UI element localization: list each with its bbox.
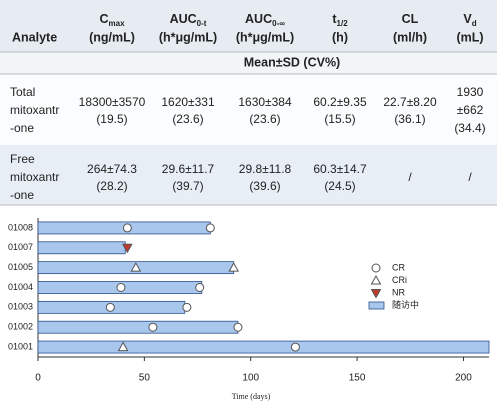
header-sub: max (109, 19, 126, 28)
cell: 1930 (457, 85, 484, 99)
cell: 18300±3570 (79, 95, 146, 109)
cell: ±662 (457, 103, 484, 117)
header-name: C (99, 12, 108, 26)
legend-label: 随访中 (392, 299, 419, 310)
row-bg (0, 74, 497, 145)
marker (205, 223, 215, 233)
x-tick-label: 200 (455, 373, 472, 384)
column-header: CL (402, 12, 419, 26)
marker (195, 283, 205, 292)
cell: 60.2±9.35 (313, 95, 367, 109)
legend-swatch (368, 301, 385, 310)
marker (148, 322, 158, 332)
cell: / (468, 170, 472, 184)
legend-label: NR (392, 287, 405, 297)
marker (182, 302, 192, 312)
cell: (39.7) (172, 179, 203, 193)
header-name: V (463, 12, 472, 26)
row-label: -one (10, 188, 34, 202)
y-tick-label: 01001 (8, 341, 33, 351)
row-label: Free (10, 152, 35, 166)
header-sub: d (472, 19, 477, 28)
bar (37, 320, 239, 334)
x-tick-label: 0 (35, 373, 41, 384)
y-tick-label: 01002 (8, 322, 33, 332)
marker (117, 341, 129, 352)
cell: 22.7±8.20 (383, 95, 437, 109)
legend-label: CRi (392, 275, 407, 285)
marker (122, 223, 132, 233)
cell: 1630±384 (238, 95, 292, 109)
marker (370, 289, 382, 299)
cell: (23.6) (172, 112, 203, 126)
y-tick-label: 01004 (8, 282, 33, 292)
header-sub: 0-∞ (272, 19, 285, 28)
header-sub: 0-t (197, 19, 207, 28)
column-unit: (h*μg/mL) (236, 30, 294, 44)
column-header: Analyte (12, 30, 57, 44)
column-unit: (h) (332, 30, 348, 44)
marker (371, 263, 381, 273)
marker (105, 302, 115, 312)
column-header: Vd (463, 12, 476, 28)
column-header: AUC0-t (170, 12, 207, 28)
header-name: AUC (170, 12, 197, 26)
row-label: Total (10, 85, 35, 99)
x-axis-label: Time (days) (232, 392, 271, 401)
row-label: -one (10, 121, 34, 135)
cell: (34.4) (454, 121, 485, 135)
row-label: mitoxantr (10, 103, 59, 117)
marker (121, 243, 133, 254)
cell: (36.1) (394, 112, 425, 126)
marker (233, 322, 243, 332)
header-sub: 1/2 (337, 19, 349, 28)
column-unit: (ng/mL) (89, 30, 135, 44)
cell: (15.5) (324, 112, 355, 126)
column-header: t1/2 (332, 12, 348, 28)
y-tick-label: 01008 (8, 222, 33, 232)
subheader-bg (0, 52, 497, 74)
marker (130, 262, 142, 272)
bar (37, 241, 126, 255)
subheader: Mean±SD (CV%) (244, 55, 340, 69)
header-name: t (332, 12, 337, 26)
bar (37, 340, 490, 354)
y-tick-label: 01005 (8, 262, 33, 272)
marker (290, 342, 300, 352)
row-bg (0, 145, 497, 205)
column-header: Cmax (99, 12, 125, 28)
cell: 264±74.3 (87, 162, 137, 176)
cell: 29.8±11.8 (239, 162, 292, 176)
marker (370, 274, 382, 285)
column-unit: (h*μg/mL) (159, 30, 217, 44)
header-bg (0, 0, 497, 52)
cell: 29.6±11.7 (162, 162, 215, 176)
x-tick-label: 100 (242, 373, 259, 384)
row-label: mitoxantr (10, 170, 59, 184)
header-name: AUC (245, 12, 272, 26)
cell: (28.2) (96, 179, 127, 193)
marker (116, 283, 126, 292)
marker (228, 262, 240, 272)
cell: (39.6) (249, 179, 280, 193)
x-tick-label: 50 (139, 373, 151, 384)
cell: 1620±331 (161, 95, 215, 109)
y-tick-label: 01003 (8, 302, 33, 312)
column-header: AUC0-∞ (245, 12, 285, 28)
x-tick-label: 150 (349, 373, 366, 384)
legend-label: CR (392, 262, 405, 272)
cell: 60.3±14.7 (313, 162, 367, 176)
column-unit: (mL) (456, 30, 483, 44)
cell: (24.5) (324, 179, 355, 193)
cell: (23.6) (249, 112, 280, 126)
y-tick-label: 01007 (8, 242, 33, 252)
cell: (19.5) (96, 112, 127, 126)
cell: / (408, 170, 412, 184)
column-unit: (ml/h) (393, 30, 427, 44)
header-name: CL (402, 12, 419, 26)
